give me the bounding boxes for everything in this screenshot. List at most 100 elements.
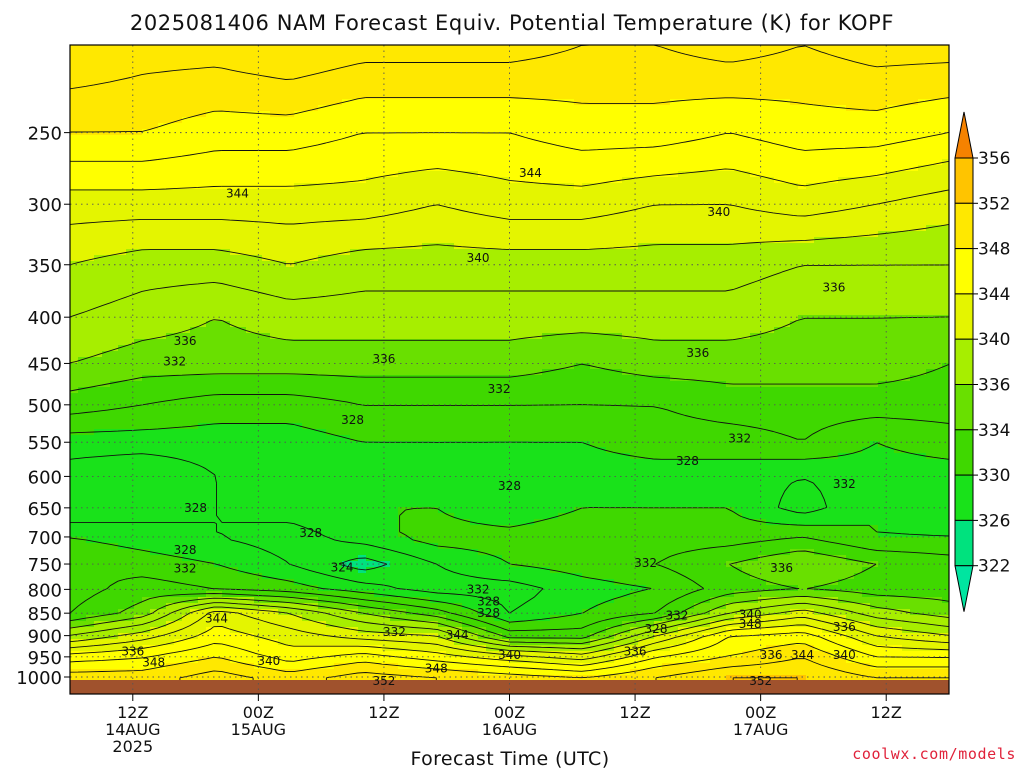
contour-cell	[206, 435, 215, 442]
contour-cell	[230, 327, 239, 334]
contour-cell	[86, 675, 95, 682]
contour-cell	[158, 429, 167, 436]
contour-cell	[78, 147, 87, 154]
contour-cell	[142, 399, 151, 406]
contour-cell	[150, 621, 159, 628]
contour-cell	[294, 123, 303, 130]
contour-cell	[174, 351, 183, 358]
contour-cell	[414, 477, 423, 484]
contour-cell	[174, 465, 183, 472]
contour-cell	[326, 591, 335, 598]
contour-cell	[350, 375, 359, 382]
contour-cell	[94, 315, 103, 322]
contour-cell	[246, 321, 255, 328]
contour-cell	[342, 609, 351, 616]
contour-cell	[294, 675, 303, 682]
contour-cell	[358, 249, 367, 256]
contour-cell	[390, 249, 399, 256]
contour-cell	[206, 531, 215, 538]
contour-cell	[174, 105, 183, 112]
contour-cell	[262, 423, 271, 430]
contour-cell	[286, 537, 295, 544]
contour-cell	[286, 69, 295, 76]
contour-cell	[334, 579, 343, 586]
contour-cell	[222, 321, 231, 328]
contour-cell	[278, 93, 287, 100]
contour-cell	[262, 129, 271, 136]
contour-cell	[254, 291, 263, 298]
contour-cell	[142, 633, 151, 640]
contour-cell	[142, 255, 151, 262]
contour-cell	[142, 501, 151, 508]
contour-cell	[174, 237, 183, 244]
contour-cell	[406, 447, 415, 454]
contour-cell	[406, 237, 415, 244]
contour-cell	[198, 471, 207, 478]
contour-cell	[262, 645, 271, 652]
contour-cell	[238, 189, 247, 196]
contour-cell	[326, 615, 335, 622]
contour-cell	[134, 291, 143, 298]
contour-cell	[270, 627, 279, 634]
contour-cell	[382, 627, 391, 634]
contour-cell	[86, 231, 95, 238]
contour-cell	[374, 147, 383, 154]
contour-cell	[70, 411, 79, 418]
contour-cell	[246, 111, 255, 118]
contour-cell	[294, 387, 303, 394]
contour-cell	[158, 435, 167, 442]
contour-cell	[262, 345, 271, 352]
contour-cell	[174, 261, 183, 268]
contour-cell	[230, 357, 239, 364]
contour-cell	[222, 351, 231, 358]
contour-cell	[238, 675, 247, 682]
contour-cell	[230, 663, 239, 670]
contour-cell	[230, 159, 239, 166]
contour-cell	[158, 663, 167, 670]
contour-cell	[326, 609, 335, 616]
contour-cell	[110, 669, 119, 676]
contour-cell	[70, 177, 79, 184]
contour-cell	[302, 465, 311, 472]
contour-cell	[150, 165, 159, 172]
contour-cell	[190, 297, 199, 304]
contour-cell	[334, 411, 343, 418]
contour-cell	[342, 177, 351, 184]
contour-cell	[366, 147, 375, 154]
contour-cell	[70, 249, 79, 256]
contour-cell	[302, 519, 311, 526]
contour-cell	[86, 141, 95, 148]
contour-cell	[254, 375, 263, 382]
contour-cell	[230, 657, 239, 664]
contour-cell	[222, 405, 231, 412]
contour-cell	[190, 447, 199, 454]
contour-cell	[118, 447, 127, 454]
contour-cell	[414, 303, 423, 310]
contour-cell	[190, 543, 199, 550]
contour-cell	[422, 489, 431, 496]
contour-cell	[166, 63, 175, 70]
contour-cell	[158, 633, 167, 640]
contour-cell	[414, 465, 423, 472]
contour-cell	[158, 147, 167, 154]
contour-cell	[382, 153, 391, 160]
contour-cell	[78, 51, 87, 58]
contour-cell	[134, 645, 143, 652]
contour-cell	[334, 339, 343, 346]
contour-cell	[422, 177, 431, 184]
contour-cell	[398, 483, 407, 490]
contour-cell	[110, 525, 119, 532]
contour-cell	[158, 441, 167, 448]
contour-cell	[214, 327, 223, 334]
contour-cell	[86, 423, 95, 430]
contour-cell	[94, 459, 103, 466]
contour-cell	[222, 375, 231, 382]
contour-cell	[134, 489, 143, 496]
contour-cell	[214, 525, 223, 532]
contour-cell	[366, 417, 375, 424]
contour-cell	[86, 645, 95, 652]
contour-cell	[350, 339, 359, 346]
contour-cell	[214, 591, 223, 598]
contour-cell	[70, 507, 79, 514]
contour-cell	[310, 99, 319, 106]
